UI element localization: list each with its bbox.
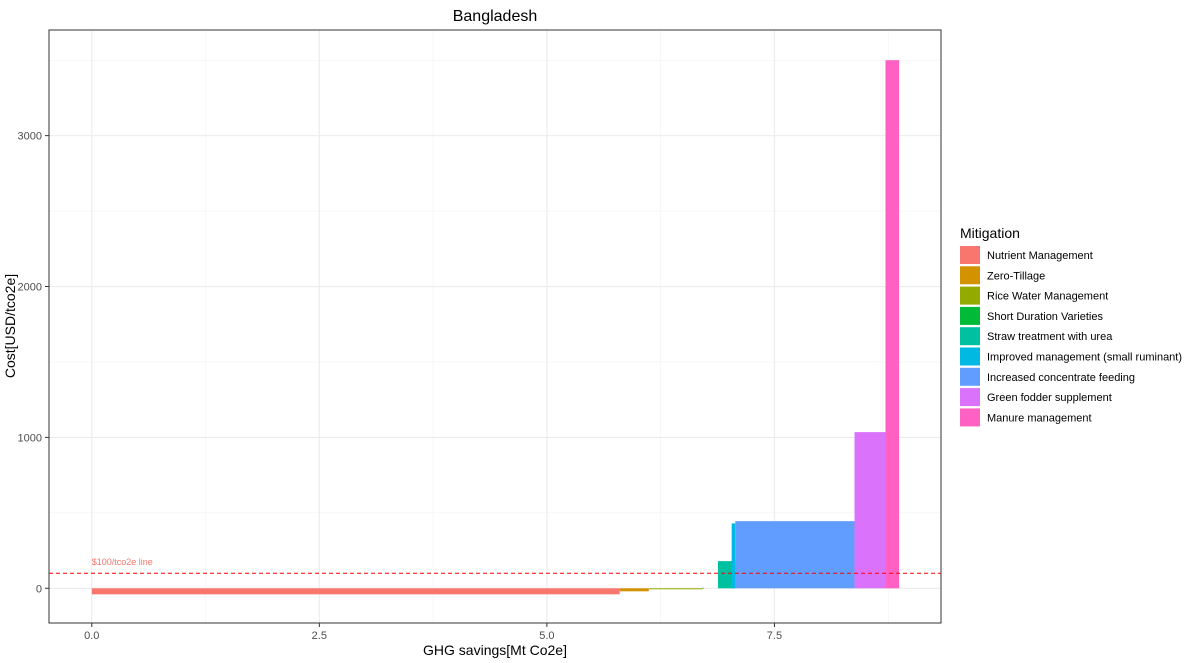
legend-key xyxy=(960,306,980,325)
bar-short-duration-varieties xyxy=(702,587,704,589)
bar-rice-water-management xyxy=(648,588,703,590)
x-tick-label: 7.5 xyxy=(767,630,782,642)
legend-key xyxy=(960,327,980,346)
bar-improved-management-small-ruminant xyxy=(731,523,736,589)
x-tick-label: 2.5 xyxy=(312,630,327,642)
x-tick-label: 5.0 xyxy=(539,630,554,642)
legend: Mitigation Nutrient Management Zero-Tilla… xyxy=(960,225,1182,427)
x-axis: 0.0 2.5 5.0 7.5 xyxy=(84,623,782,642)
y-tick-label: 2000 xyxy=(18,282,42,294)
legend-label: Short Duration Varieties xyxy=(987,311,1103,323)
bar-straw-treatment-with-urea xyxy=(718,561,736,589)
reference-line-group: $100/tco2e line xyxy=(49,557,941,574)
bar-manure-management xyxy=(885,60,900,589)
legend-key xyxy=(960,408,980,427)
bar-increased-concentrate-feeding xyxy=(735,521,855,589)
x-tick-label: 0.0 xyxy=(84,630,99,642)
legend-label: Straw treatment with urea xyxy=(987,331,1113,343)
legend-label: Green fodder supplement xyxy=(987,392,1112,404)
reference-line-label: $100/tco2e line xyxy=(92,557,153,567)
legend-label: Improved management (small ruminant) xyxy=(987,352,1182,364)
plot-panel-border xyxy=(48,29,942,624)
y-axis-title: Cost[USD/tco2e] xyxy=(2,274,18,378)
y-tick-label: 3000 xyxy=(18,131,42,143)
bar-green-fodder-supplement xyxy=(854,432,886,589)
legend-label: Rice Water Management xyxy=(987,291,1108,303)
legend-label: Nutrient Management xyxy=(987,250,1093,262)
bars xyxy=(91,60,900,595)
legend-key xyxy=(960,367,980,386)
x-axis-title: GHG savings[Mt Co2e] xyxy=(423,642,567,658)
bar-zero-tillage xyxy=(619,588,649,592)
legend-key xyxy=(960,266,980,285)
y-tick-label: 1000 xyxy=(18,432,42,444)
legend-title: Mitigation xyxy=(960,225,1020,241)
chart-title: Bangladesh xyxy=(453,8,538,25)
legend-key xyxy=(960,347,980,366)
legend-key xyxy=(960,246,980,264)
legend-label: Manure management xyxy=(987,412,1092,424)
y-axis: 0 1000 2000 3000 xyxy=(18,131,49,595)
legend-key xyxy=(960,286,980,305)
bar-nutrient-management xyxy=(91,588,620,595)
legend-label: Increased concentrate feeding xyxy=(987,372,1135,384)
legend-key xyxy=(960,388,980,407)
y-tick-label: 0 xyxy=(36,583,42,595)
legend-label: Zero-Tillage xyxy=(987,270,1045,282)
